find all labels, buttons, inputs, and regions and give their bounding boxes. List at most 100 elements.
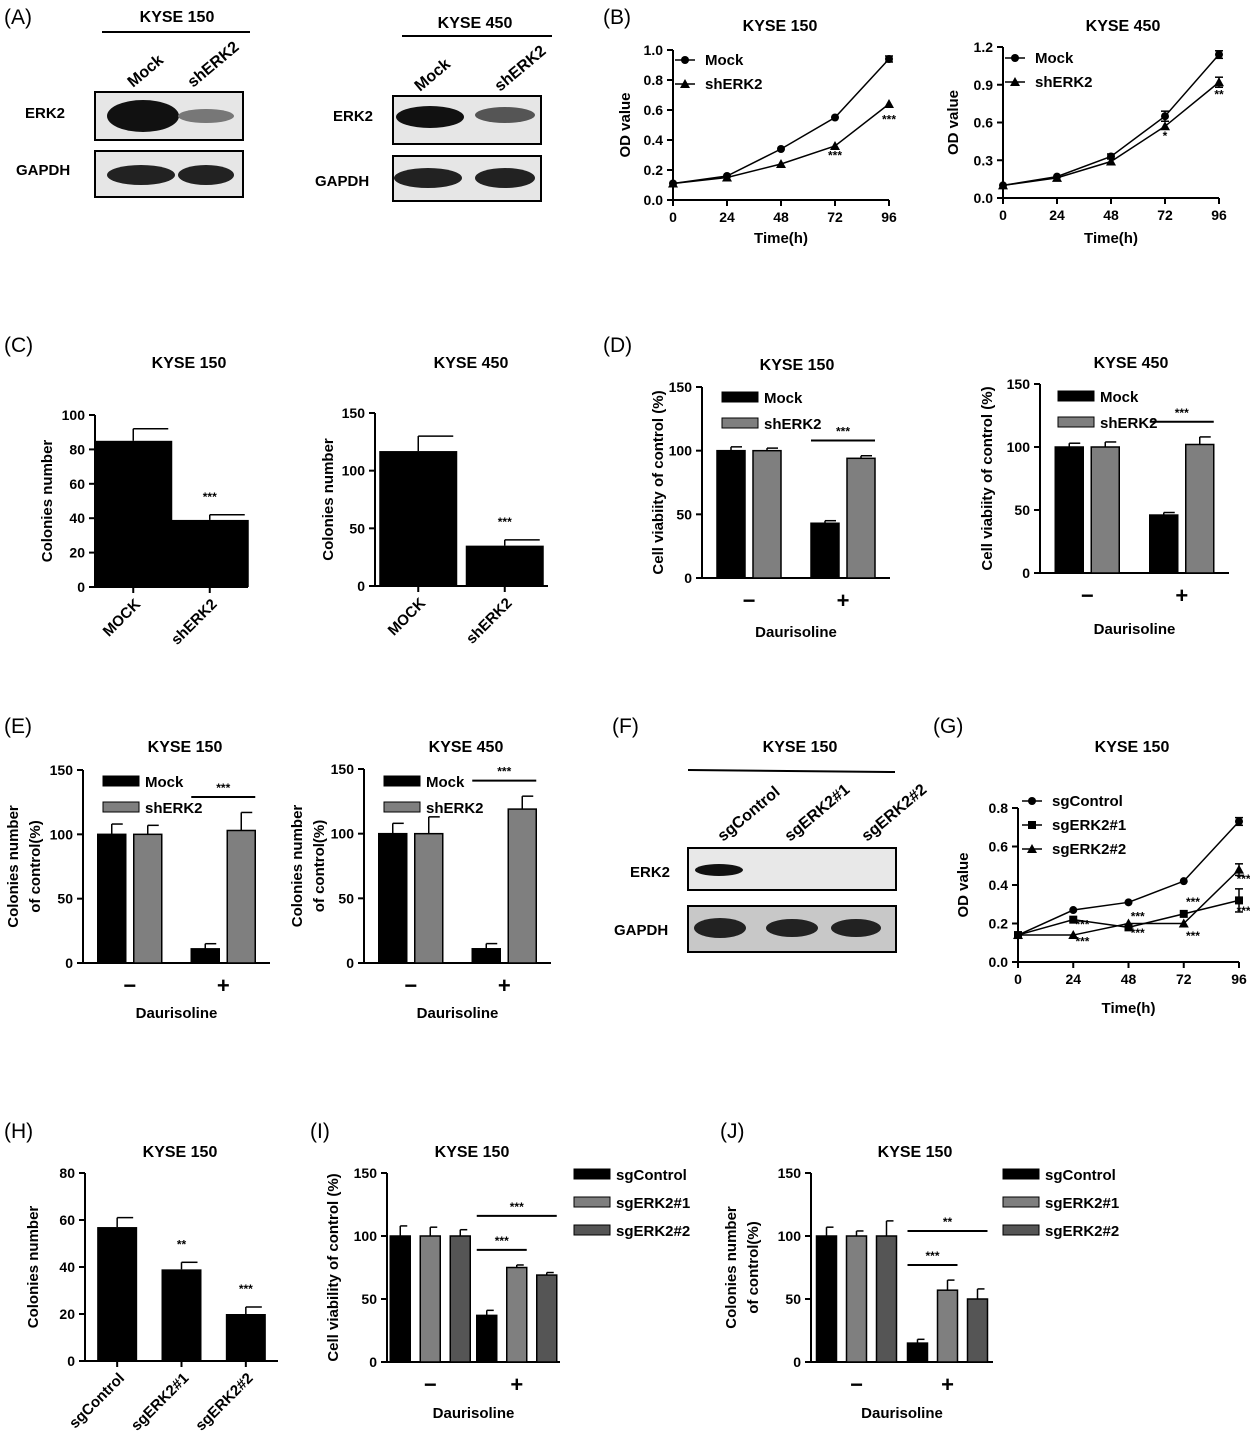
panel-label-h: (H) bbox=[4, 1120, 33, 1143]
y-tick-label: 0 bbox=[67, 1353, 75, 1369]
x-tick-label: + bbox=[510, 1372, 523, 1397]
significance-label: *** bbox=[1131, 910, 1145, 924]
x-axis-label: Daurisoline bbox=[136, 1005, 218, 1022]
band-erk2-sgcontrol bbox=[695, 864, 743, 876]
significance-label: ** bbox=[177, 1237, 187, 1251]
panel-label-i: (I) bbox=[310, 1120, 330, 1143]
legend-label: shERK2 bbox=[145, 800, 203, 817]
significance-label: *** bbox=[1131, 926, 1145, 940]
chart-i-sgerk2-viability: KYSE 150 0 50 100 150 Cell viability of contr… bbox=[325, 1144, 690, 1422]
y-axis-label: Colonies number bbox=[289, 805, 306, 928]
y-tick-label: 150 bbox=[354, 1165, 378, 1181]
data-point-1 bbox=[830, 141, 840, 150]
legend-swatch bbox=[573, 1224, 611, 1236]
y-tick-label: 0.0 bbox=[989, 954, 1009, 970]
y-tick-label: 0.6 bbox=[974, 115, 994, 131]
band-erk2-sherk2 bbox=[475, 107, 535, 123]
chart-title: KYSE 150 bbox=[152, 355, 227, 372]
legend-label: shERK2 bbox=[705, 76, 763, 93]
panel-label-d: (D) bbox=[603, 334, 632, 357]
x-tick-label: 24 bbox=[1065, 971, 1081, 987]
row-label-gapdh: GAPDH bbox=[16, 162, 70, 179]
y-tick-label: 100 bbox=[342, 463, 366, 479]
data-point-1 bbox=[1179, 909, 1188, 918]
y-tick-label: 0 bbox=[346, 955, 354, 971]
x-tick-label: + bbox=[498, 973, 511, 998]
legend-label: shERK2 bbox=[764, 416, 822, 433]
data-point-0 bbox=[831, 113, 839, 122]
y-tick-label: 100 bbox=[1007, 439, 1031, 455]
x-tick-label: 24 bbox=[719, 209, 735, 225]
data-point-1 bbox=[722, 172, 732, 182]
x-tick-label: − bbox=[123, 973, 136, 998]
significance-label: *** bbox=[1175, 406, 1189, 420]
chart-d-kyse450-viability: KYSE 450 0 50 100 150 Cell viabiity of contro… bbox=[979, 355, 1229, 638]
legend-swatch bbox=[383, 801, 421, 813]
bar bbox=[419, 1235, 441, 1363]
legend-label: sgControl bbox=[616, 1167, 687, 1184]
y-axis-label-line2: of control(%) bbox=[27, 820, 44, 912]
y-tick-label: 0.8 bbox=[644, 72, 664, 88]
y-axis-label: Colonies number bbox=[5, 805, 22, 928]
row-label-erk2: ERK2 bbox=[333, 108, 373, 125]
data-point-1 bbox=[1069, 915, 1078, 924]
chart-title: KYSE 150 bbox=[743, 18, 818, 35]
bar bbox=[170, 519, 249, 587]
y-tick-label: 0.2 bbox=[644, 162, 664, 178]
data-point-1 bbox=[998, 180, 1008, 190]
band-gapdh-mock bbox=[107, 165, 175, 185]
chart-title: KYSE 450 bbox=[434, 355, 509, 372]
band-gapdh-sgcontrol bbox=[694, 918, 746, 938]
significance-label: *** bbox=[828, 149, 842, 163]
y-tick-label: 40 bbox=[59, 1259, 75, 1275]
significance-label: *** bbox=[1075, 917, 1089, 931]
chart-b-kyse450-growth: KYSE 450 0.0 0.3 0.6 0.9 1.2 OD value 0 24 48 72 96… bbox=[945, 18, 1227, 247]
data-point-2 bbox=[1013, 930, 1023, 940]
y-tick-label: 50 bbox=[676, 506, 692, 522]
data-point-0 bbox=[1107, 152, 1115, 161]
legend-swatch bbox=[573, 1168, 611, 1180]
legend-label: sgERK2#2 bbox=[616, 1223, 690, 1240]
y-tick-label: 0.4 bbox=[644, 132, 664, 148]
bar bbox=[471, 948, 501, 964]
blot-title: KYSE 150 bbox=[140, 9, 215, 26]
significance-label: *** bbox=[882, 113, 896, 127]
legend-label: sgERK2#2 bbox=[1045, 1223, 1119, 1240]
data-point-1 bbox=[1214, 77, 1224, 87]
chart-j-sgerk2-colonies: KYSE 150 0 50 100 150 Colonies number of contr… bbox=[723, 1144, 1119, 1422]
data-point-1 bbox=[776, 159, 786, 168]
x-tick-label: + bbox=[837, 588, 850, 613]
data-point-1 bbox=[1160, 121, 1170, 131]
bar bbox=[936, 1289, 959, 1363]
y-axis-label: Cell viabiity of control (%) bbox=[979, 386, 996, 570]
y-tick-label: 0.4 bbox=[989, 877, 1009, 893]
y-tick-label: 20 bbox=[69, 545, 85, 561]
x-axis-label: Time(h) bbox=[1102, 1000, 1156, 1017]
data-point-2 bbox=[1178, 918, 1189, 928]
significance-label: *** bbox=[1186, 929, 1200, 943]
x-tick-label: − bbox=[1081, 583, 1094, 608]
band-gapdh-sgerk2-1 bbox=[766, 919, 818, 937]
bar bbox=[97, 1227, 138, 1361]
y-tick-label: 0 bbox=[684, 570, 692, 586]
y-axis-label-line2: of control(%) bbox=[745, 1221, 762, 1313]
x-axis-label: Time(h) bbox=[1084, 230, 1138, 247]
legend-swatch bbox=[1002, 1224, 1040, 1236]
data-point-0 bbox=[885, 55, 893, 63]
bar bbox=[1149, 514, 1179, 574]
chart-e-kyse150-colonies: KYSE 150 0 50 100 150 Colonies number of contr… bbox=[5, 739, 270, 1022]
y-tick-label: 0.0 bbox=[974, 190, 994, 206]
row-label-erk2: ERK2 bbox=[25, 105, 65, 122]
bar bbox=[133, 833, 163, 964]
x-tick-label: 48 bbox=[1103, 207, 1119, 223]
y-tick-label: 50 bbox=[338, 890, 354, 906]
legend-label: Mock bbox=[764, 390, 803, 407]
legend-marker bbox=[1010, 77, 1020, 86]
y-axis-label: Cell viability of control (%) bbox=[325, 1173, 342, 1361]
legend-swatch bbox=[1002, 1196, 1040, 1208]
significance-label: *** bbox=[495, 1234, 509, 1248]
legend-marker bbox=[1027, 844, 1037, 853]
y-axis-label: Colonies number bbox=[25, 1206, 42, 1329]
legend-marker bbox=[681, 56, 689, 64]
y-tick-label: 80 bbox=[59, 1165, 75, 1181]
